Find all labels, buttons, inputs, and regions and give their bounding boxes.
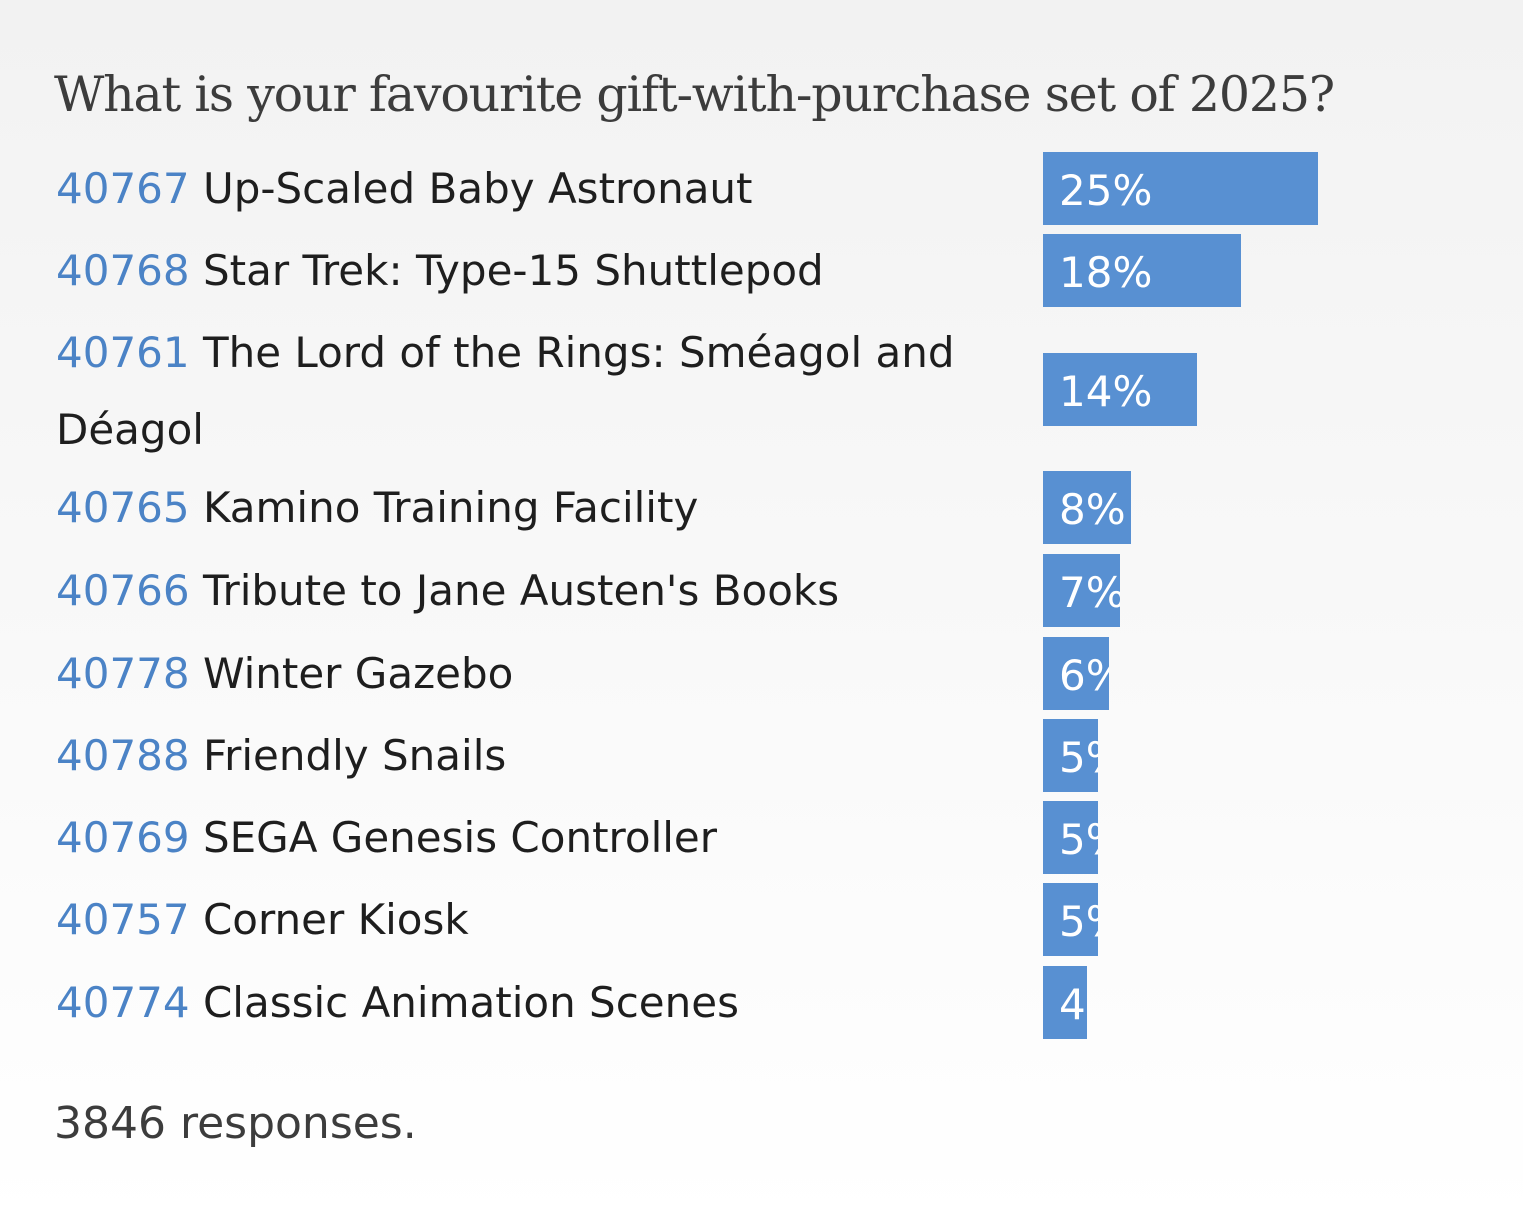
set-label: 40774 Classic Animation Scenes bbox=[56, 964, 986, 1041]
result-bar: 7% bbox=[1043, 554, 1120, 627]
set-name: Tribute to Jane Austen's Books bbox=[202, 566, 840, 615]
result-bar: 8% bbox=[1043, 471, 1131, 544]
set-number-link[interactable]: 40778 bbox=[56, 649, 190, 698]
set-label: 40757 Corner Kiosk bbox=[56, 881, 986, 958]
set-number-link[interactable]: 40768 bbox=[56, 246, 190, 295]
set-label: 40788 Friendly Snails bbox=[56, 717, 986, 794]
set-label: 40765 Kamino Training Facility bbox=[56, 469, 986, 546]
set-name: Classic Animation Scenes bbox=[202, 978, 739, 1027]
set-name: Winter Gazebo bbox=[202, 649, 514, 698]
set-label: 40768 Star Trek: Type-15 Shuttlepod bbox=[56, 232, 986, 309]
set-name: The Lord of the Rings: Sméagol and Déago… bbox=[56, 328, 955, 454]
result-bar: 4 bbox=[1043, 966, 1087, 1039]
result-bar: 18% bbox=[1043, 234, 1241, 307]
set-number-link[interactable]: 40757 bbox=[56, 895, 190, 944]
result-bar: 5% bbox=[1043, 719, 1098, 792]
bar-value-label: 7% bbox=[1059, 568, 1120, 617]
set-number-link[interactable]: 40788 bbox=[56, 731, 190, 780]
bar-value-label: 18% bbox=[1059, 248, 1153, 297]
set-label: 40761 The Lord of the Rings: Sméagol and… bbox=[56, 314, 986, 468]
set-number-link[interactable]: 40767 bbox=[56, 164, 190, 213]
bar-value-label: 8% bbox=[1059, 485, 1126, 534]
set-name: Friendly Snails bbox=[202, 731, 507, 780]
result-bar: 25% bbox=[1043, 152, 1318, 225]
bar-value-label: 5% bbox=[1059, 897, 1098, 946]
result-bar: 5% bbox=[1043, 801, 1098, 874]
set-name: Corner Kiosk bbox=[202, 895, 469, 944]
bar-value-label: 5% bbox=[1059, 815, 1098, 864]
bar-value-label: 4 bbox=[1059, 980, 1086, 1029]
set-number-link[interactable]: 40761 bbox=[56, 328, 190, 377]
result-bar: 5% bbox=[1043, 883, 1098, 956]
result-bar: 14% bbox=[1043, 353, 1197, 426]
set-name: Up-Scaled Baby Astronaut bbox=[202, 164, 753, 213]
set-number-link[interactable]: 40765 bbox=[56, 483, 190, 532]
poll-title: What is your favourite gift-with-purchas… bbox=[54, 66, 1335, 123]
set-name: Star Trek: Type-15 Shuttlepod bbox=[202, 246, 824, 295]
set-label: 40766 Tribute to Jane Austen's Books bbox=[56, 552, 986, 629]
set-number-link[interactable]: 40774 bbox=[56, 978, 190, 1027]
set-number-link[interactable]: 40766 bbox=[56, 566, 190, 615]
response-count: 3846 responses. bbox=[54, 1098, 417, 1149]
result-bar: 6% bbox=[1043, 637, 1109, 710]
bar-value-label: 25% bbox=[1059, 166, 1153, 215]
set-label: 40767 Up-Scaled Baby Astronaut bbox=[56, 150, 986, 227]
set-name: SEGA Genesis Controller bbox=[202, 813, 718, 862]
set-name: Kamino Training Facility bbox=[202, 483, 699, 532]
set-label: 40769 SEGA Genesis Controller bbox=[56, 799, 986, 876]
bar-value-label: 14% bbox=[1059, 367, 1153, 416]
set-label: 40778 Winter Gazebo bbox=[56, 635, 986, 712]
bar-value-label: 5% bbox=[1059, 733, 1098, 782]
bar-value-label: 6% bbox=[1059, 651, 1109, 700]
set-number-link[interactable]: 40769 bbox=[56, 813, 190, 862]
